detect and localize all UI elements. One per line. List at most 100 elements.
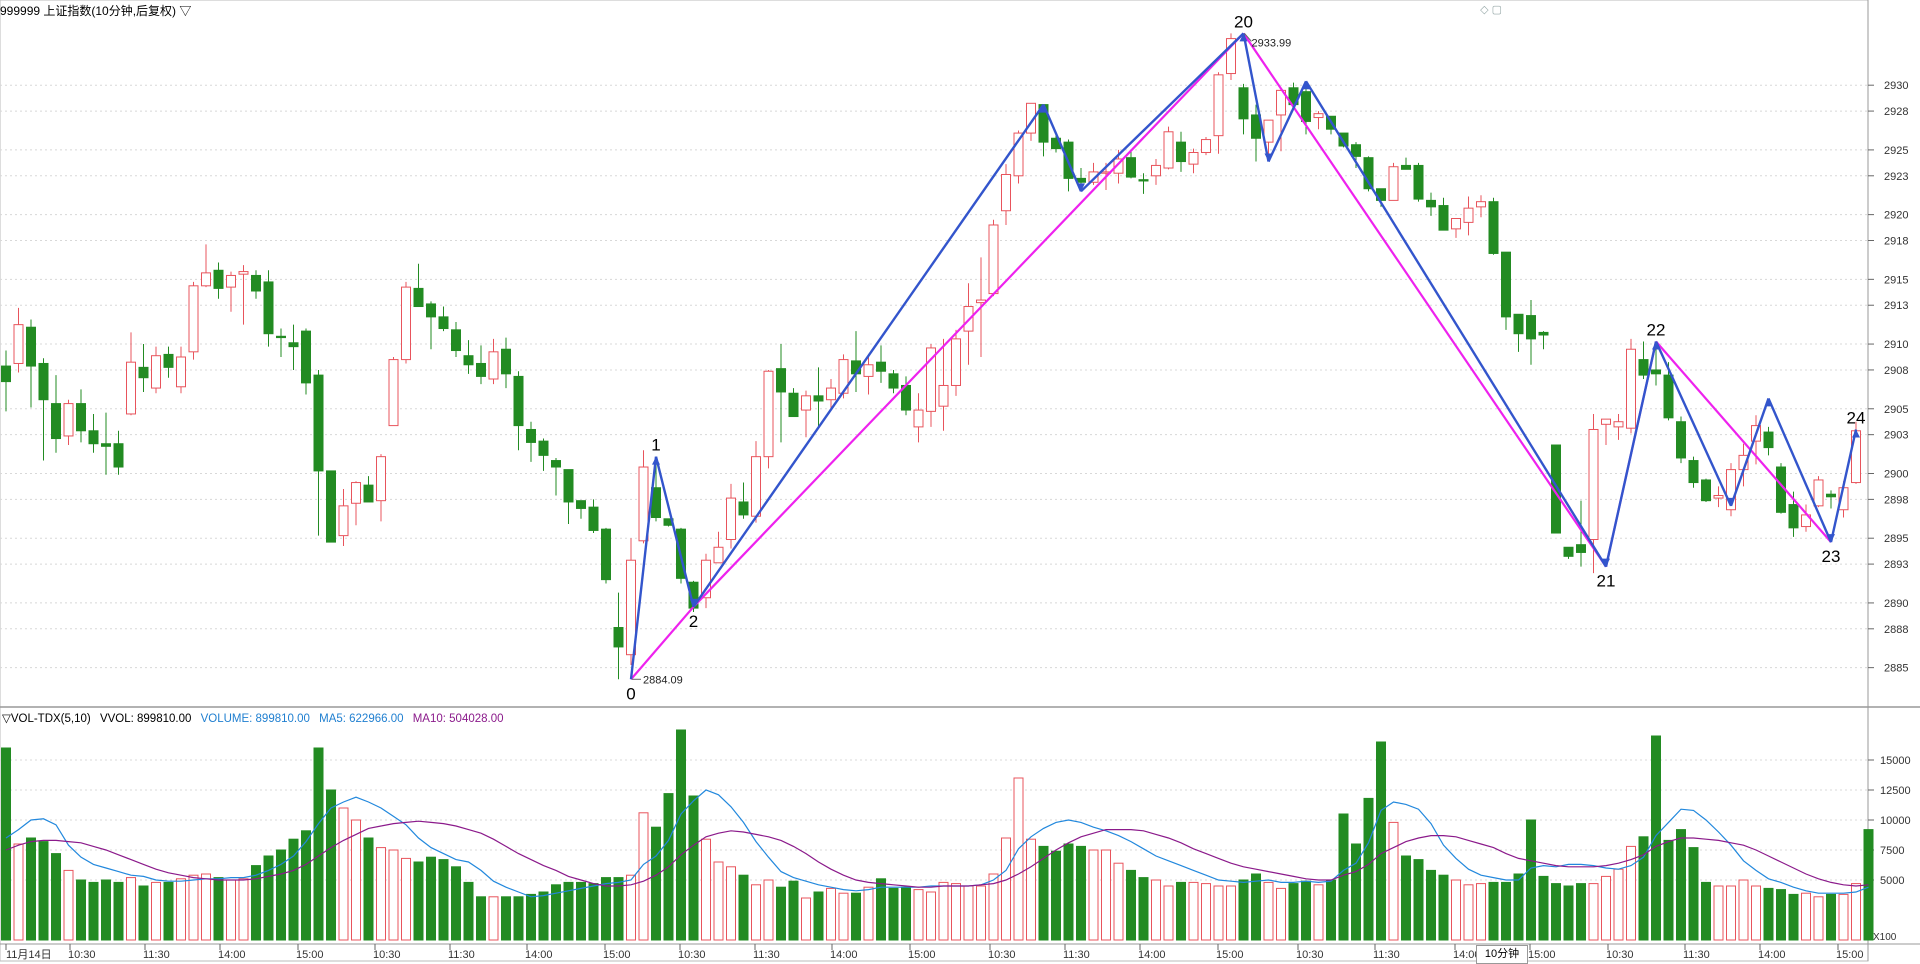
volume-bar [63,869,74,941]
candle-body [63,403,74,437]
volume-bar [1588,883,1599,941]
candle-body [401,286,411,361]
candle-body [1126,157,1136,178]
candle-body [313,374,324,472]
x-tick-label: 14:00 [525,949,553,961]
candle-body [1763,431,1774,449]
volume-bar [263,855,274,941]
volume-bar [1076,845,1086,941]
candle-body [288,342,299,348]
volume-bar [413,861,424,941]
volume-bar [1376,741,1386,941]
candle-body [538,440,549,456]
wave-arrowhead [1727,497,1735,506]
price-tick-label: 2905 [1884,404,1908,416]
x-tick-label: 11:30 [1063,949,1090,961]
candle-body [1651,369,1661,375]
volume-bar [1213,885,1224,941]
volume-bar [1651,735,1661,941]
candle-body [463,355,474,366]
volume-bar [1126,869,1136,941]
candle-body [926,347,936,412]
candle-body [126,361,136,415]
wave-arrowhead [652,456,660,465]
volume-bar [238,878,249,941]
candle-body [1526,315,1536,340]
high-price-label: 2933.99 [1252,37,1292,49]
volume-bar [188,874,199,941]
volume-bar [838,892,849,941]
x-tick-label: 14:00 [1758,949,1786,961]
candle-body [1588,428,1599,541]
x-tick-label: 15:00 [1528,949,1556,961]
volume-bar [913,889,924,941]
volume-bar [1188,881,1199,941]
volume-unit-label: X100 [1873,932,1897,943]
candle-body [863,364,874,377]
volume-bar [726,866,736,941]
candle-body [451,329,461,352]
window-icons[interactable]: ◇ ▢ [1480,4,1502,16]
candle-body [151,355,161,389]
price-tick-label: 2893 [1884,559,1908,571]
volume-bar [176,878,186,941]
candle-body [1,365,11,383]
candle-body [1826,493,1836,498]
wave-major-segment [630,606,695,681]
period-button[interactable]: 10分钟 [1476,945,1528,964]
x-tick-label: 15:00 [908,949,936,961]
volume-bar [226,879,236,941]
volume-bar [926,891,936,941]
candle-body [1188,151,1199,165]
candle-body [26,326,36,367]
wave-arrowhead [1827,534,1835,543]
candle-body [1701,479,1711,502]
wave-label: 0 [626,684,635,703]
candle-body [1788,504,1799,529]
price-tick-label: 2895 [1884,533,1908,545]
candle-body [1213,74,1224,137]
candle-body [213,269,224,289]
vol-indicator-name[interactable]: ▽VOL-TDX(5,10) [2,713,91,725]
volume-bar [613,877,624,941]
volume-bar [1488,881,1499,941]
volume-bar [1101,849,1111,941]
volume-bar [388,849,399,941]
candle-body [563,469,574,503]
candle-body [251,274,261,292]
volume-bar [1301,880,1311,941]
x-tick-label: 11:30 [753,949,780,961]
volume-bar [1826,893,1836,941]
volume-bar [901,886,911,941]
wave-arrowhead [1039,104,1048,113]
ma10-value: MA10: 504028.00 [412,713,504,725]
candle-body [738,501,749,516]
volume-header: ▽VOL-TDX(5,10) VVOL: 899810.00 VOLUME: 8… [2,711,510,725]
candle-body [1688,460,1699,484]
x-tick-label: 14:00 [830,949,858,961]
volume-bar [1751,885,1761,941]
volume-bar [651,826,661,941]
candle-body [1676,421,1686,459]
vvol-value: VVOL: 899810.00 [99,713,192,725]
volume-bar [438,859,449,941]
candle-body [951,338,961,386]
volume-bar [1538,875,1549,941]
candle-body [1163,131,1174,169]
candle-body [88,430,99,445]
price-tick-label: 2903 [1884,430,1908,442]
candle-body [601,528,611,581]
candle-body [876,361,886,372]
candle-body [51,403,61,440]
wave-minor-segment [1829,429,1858,543]
volume-bar [1613,868,1624,941]
candle-body [1388,166,1399,201]
volume-bar [1851,883,1861,941]
candle-body [138,366,149,379]
volume-bar [301,830,311,941]
candle-body [701,559,711,599]
price-tick-label: 2885 [1884,663,1908,675]
candle-body [1426,199,1436,208]
candle-body [201,272,211,287]
